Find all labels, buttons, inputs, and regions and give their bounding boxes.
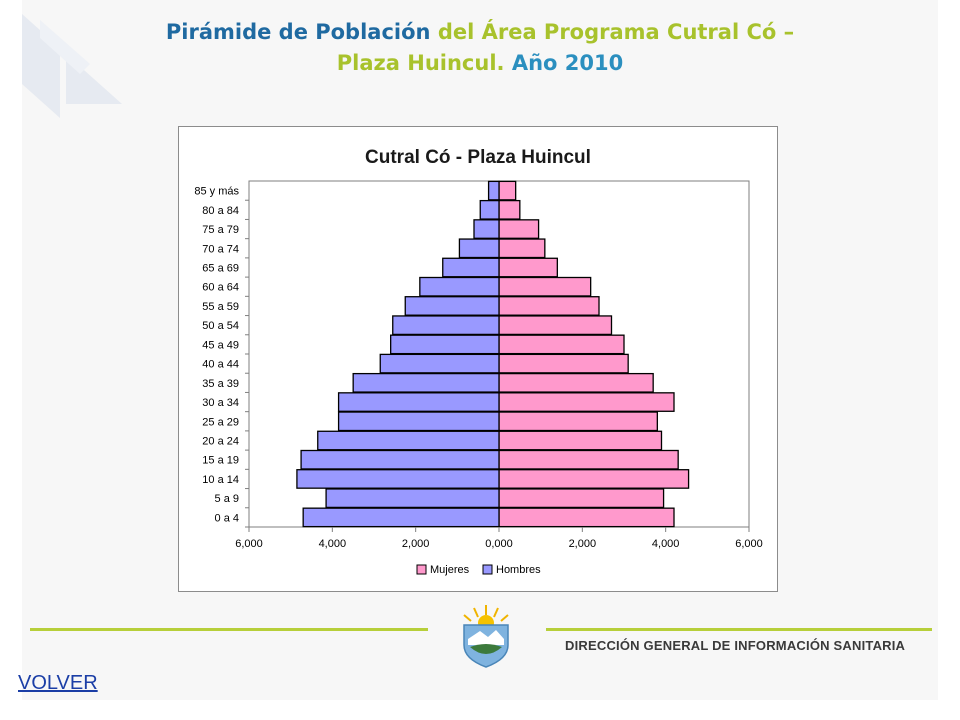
y-tick-label: 60 a 64 <box>202 282 239 294</box>
bar-mujeres-70-a-74 <box>498 238 546 259</box>
organization-name: DIRECCIÓN GENERAL DE INFORMACIÓN SANITAR… <box>565 638 906 653</box>
bar-hombres-30-a-34 <box>337 392 500 412</box>
slide-title-line-1: Pirámide de Población del Área Programa … <box>0 20 960 44</box>
chart-frame: Cutral Có - Plaza Huincul 0 a 4 5 a 9 10 a… <box>178 126 778 592</box>
bar-hombres-10-a-14 <box>296 469 500 489</box>
bar-hombres-15-a-19 <box>300 449 500 470</box>
province-shield-logo-icon <box>463 605 509 668</box>
slide-title-part-2: del Área Programa Cutral Có – <box>437 20 795 44</box>
legend-swatch-hombres <box>482 564 493 575</box>
bar-hombres-80-a-84 <box>479 199 500 220</box>
bar-mujeres-60-a-64 <box>498 276 592 297</box>
bar-hombres-50-a-54 <box>392 315 500 336</box>
bar-hombres-70-a-74 <box>458 238 500 259</box>
y-tick-label: 70 a 74 <box>202 243 239 255</box>
bar-hombres-0-a-4 <box>302 507 500 528</box>
x-tick-label: 6,000 <box>735 538 763 550</box>
bar-mujeres-15-a-19 <box>498 449 679 470</box>
bar-mujeres-10-a-14 <box>498 469 690 489</box>
slide-title-line-2: Plaza Huincul. Año 2010 <box>0 51 960 75</box>
bar-mujeres-50-a-54 <box>498 315 613 336</box>
y-tick-label: 80 a 84 <box>202 205 239 217</box>
bar-mujeres-35-a-39 <box>498 372 654 393</box>
x-tick-label: 4,000 <box>319 538 347 550</box>
bar-hombres-60-a-64 <box>419 276 500 297</box>
bar-hombres-45-a-49 <box>390 334 500 355</box>
bar-hombres-75-a-79 <box>473 219 500 239</box>
arrow-watermark-icon <box>22 14 122 118</box>
bar-hombres-55-a-59 <box>404 296 500 316</box>
bar-mujeres-30-a-34 <box>498 392 675 412</box>
back-link[interactable]: VOLVER <box>18 672 98 694</box>
bar-hombres-35-a-39 <box>352 372 500 393</box>
bar-mujeres-45-a-49 <box>498 334 625 355</box>
bar-hombres-85-y-más <box>487 180 500 201</box>
bar-hombres-65-a-69 <box>442 257 500 278</box>
bar-mujeres-85-y-más <box>498 180 517 201</box>
footer-divider-right <box>546 628 932 631</box>
bar-mujeres-40-a-44 <box>498 353 629 374</box>
y-tick-label: 30 a 34 <box>202 397 239 409</box>
x-tick-label: 0,000 <box>485 538 513 550</box>
bar-hombres-20-a-24 <box>317 430 500 451</box>
x-tick-label: 4,000 <box>652 538 680 550</box>
legend-swatch-mujeres <box>416 564 427 575</box>
y-tick-label: 85 y más <box>194 186 239 198</box>
slide-title-part-4: Año 2010 <box>511 51 624 75</box>
legend-label-mujeres: Mujeres <box>430 564 470 576</box>
y-tick-label: 15 a 19 <box>202 455 239 467</box>
y-tick-label: 65 a 69 <box>202 263 239 275</box>
bar-mujeres-65-a-69 <box>498 257 558 278</box>
y-tick-label: 20 a 24 <box>202 436 239 448</box>
x-tick-label: 6,000 <box>235 538 263 550</box>
chart-title: Cutral Có - Plaza Huincul <box>365 147 591 168</box>
y-tick-label: 0 a 4 <box>215 512 239 524</box>
y-tick-label: 5 a 9 <box>215 493 239 505</box>
footer-divider-left <box>30 628 428 631</box>
bar-mujeres-75-a-79 <box>498 219 540 239</box>
y-tick-label: 25 a 29 <box>202 416 239 428</box>
slide-title-part-3: Plaza Huincul. <box>336 51 505 75</box>
bar-mujeres-0-a-4 <box>498 507 675 528</box>
bar-mujeres-25-a-29 <box>498 411 658 432</box>
x-tick-label: 2,000 <box>402 538 430 550</box>
y-tick-label: 50 a 54 <box>202 320 239 332</box>
bar-hombres-40-a-44 <box>379 353 500 374</box>
bar-mujeres-55-a-59 <box>498 296 600 316</box>
y-tick-label: 55 a 59 <box>202 301 239 313</box>
bar-mujeres-80-a-84 <box>498 199 521 220</box>
population-pyramid-chart: 0 a 4 5 a 9 10 a 14 15 a 19 20 a 24 25 a 29 30… <box>194 180 763 576</box>
x-tick-label: 2,000 <box>569 538 597 550</box>
bar-hombres-5-a-9 <box>325 488 500 509</box>
y-tick-label: 10 a 14 <box>202 474 239 486</box>
legend-label-hombres: Hombres <box>496 564 541 576</box>
bar-hombres-25-a-29 <box>337 411 500 432</box>
bar-mujeres-5-a-9 <box>498 488 665 509</box>
y-tick-label: 35 a 39 <box>202 378 239 390</box>
y-tick-label: 75 a 79 <box>202 224 239 236</box>
y-tick-label: 45 a 49 <box>202 339 239 351</box>
bar-mujeres-20-a-24 <box>498 430 663 451</box>
slide-title-part-1: Pirámide de Población <box>165 20 431 44</box>
y-tick-label: 40 a 44 <box>202 359 239 371</box>
